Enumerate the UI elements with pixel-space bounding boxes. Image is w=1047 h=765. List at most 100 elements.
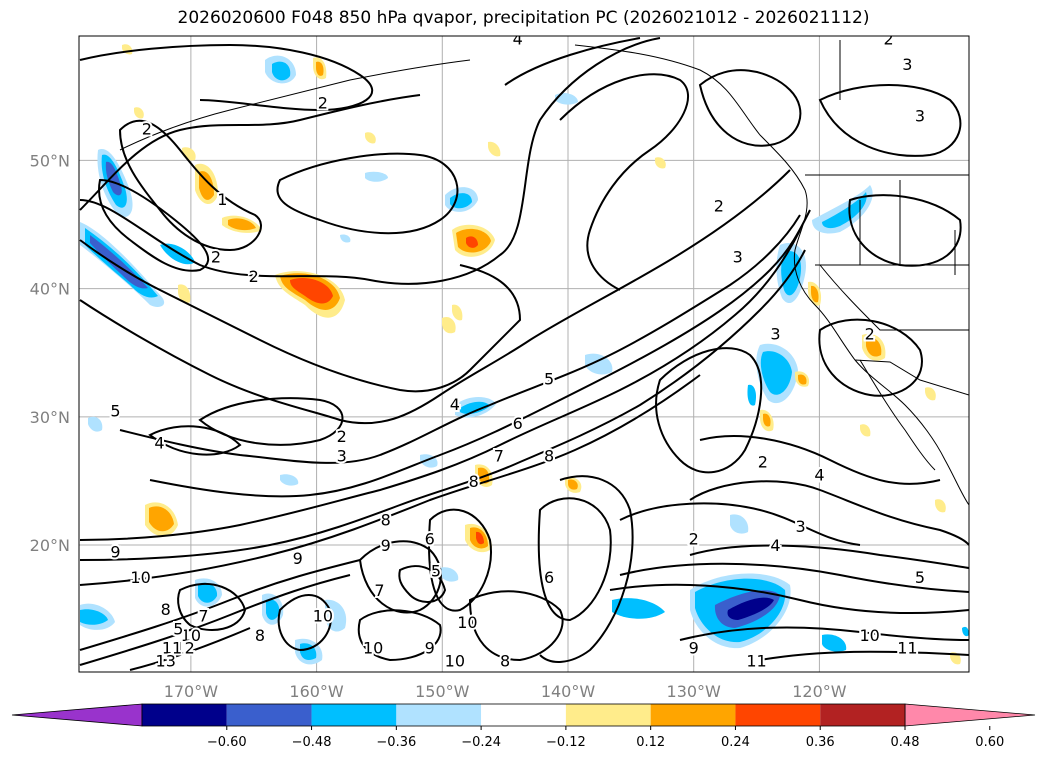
precip-negative-area xyxy=(460,401,490,414)
contour-label: 11 xyxy=(162,639,182,658)
contour-label: 2 xyxy=(883,30,893,49)
contour-line xyxy=(276,152,459,235)
precip-positive-area xyxy=(798,374,807,385)
contour-label: 4 xyxy=(154,433,164,452)
contour-label: 4 xyxy=(814,466,824,485)
contour-line xyxy=(177,582,247,631)
contour-label: 4 xyxy=(770,536,780,555)
precip-positive-area xyxy=(228,218,256,231)
colorbar-segment xyxy=(481,704,566,726)
contour-line xyxy=(504,37,641,86)
contour-label: 2 xyxy=(211,248,221,267)
contour-line xyxy=(759,650,969,661)
contour-label: 3 xyxy=(915,107,925,126)
precip-negative-area xyxy=(272,61,291,81)
contour-label: 10 xyxy=(363,639,383,658)
contour-label: 13 xyxy=(156,651,176,670)
contour-label: 3 xyxy=(770,324,780,343)
contour-label: 5 xyxy=(915,568,925,587)
precip-negative-area xyxy=(450,193,472,209)
contour-label: 3 xyxy=(733,248,743,267)
contour-label: 3 xyxy=(902,55,912,74)
coastline-north-america xyxy=(574,44,969,506)
precip-negative-area xyxy=(88,416,103,432)
contour-label: 2 xyxy=(714,196,724,215)
precip-positive-area xyxy=(568,479,578,490)
colorbar-tick-label: −0.60 xyxy=(207,735,247,750)
map-area xyxy=(79,36,969,672)
precip-negative-area xyxy=(962,626,969,637)
contour-label: 10 xyxy=(313,607,333,626)
precip-negative-area xyxy=(585,353,613,375)
contour-line xyxy=(79,169,791,425)
colorbar-tick-label: −0.24 xyxy=(461,735,501,750)
contour-line xyxy=(118,119,262,252)
contour-line xyxy=(79,37,661,285)
contour-label: 7 xyxy=(198,607,208,626)
precip-positive-area xyxy=(134,107,144,119)
colorbar-segment xyxy=(650,704,736,726)
qvapor-contours xyxy=(79,37,969,671)
contour-line xyxy=(119,214,801,464)
contour-line xyxy=(848,194,962,267)
lon-label: 140°W xyxy=(541,682,596,701)
latitude-labels: 50°N 40°N 30°N 20°N xyxy=(30,151,70,555)
contour-label: 3 xyxy=(795,517,805,536)
contour-label: 2 xyxy=(142,119,152,138)
precip-negative-area xyxy=(440,567,459,582)
lon-label: 130°W xyxy=(667,682,722,701)
contour-label: 9 xyxy=(689,639,699,658)
contour-label: 6 xyxy=(425,530,435,549)
contour-label: 2 xyxy=(337,427,347,446)
colorbar-segment xyxy=(142,704,227,726)
contour-line xyxy=(358,540,442,614)
contour-label: 12 xyxy=(174,639,194,658)
colorbar-outline xyxy=(141,703,906,727)
precip-positive-area xyxy=(488,141,501,157)
map-frame xyxy=(78,35,970,673)
contour-line xyxy=(428,508,492,612)
contour-line xyxy=(619,502,861,546)
precip-positive-area xyxy=(811,285,819,303)
contour-line xyxy=(79,249,806,561)
colorbar-segment xyxy=(820,704,905,726)
precip-negative-area xyxy=(747,384,757,406)
contour-label: 9 xyxy=(425,639,435,658)
contour-line xyxy=(79,43,374,112)
precip-negative-area xyxy=(266,599,280,620)
contour-line xyxy=(559,73,690,291)
precip-negative-area xyxy=(280,474,299,486)
contour-line xyxy=(149,209,811,498)
lon-label: 150°W xyxy=(415,682,470,701)
precip-negative-area xyxy=(365,171,388,182)
contour-line xyxy=(689,480,969,546)
contour-label: 1 xyxy=(217,190,227,209)
precip-positive-area xyxy=(655,157,666,169)
contour-label: 10 xyxy=(860,626,880,645)
contour-label: 10 xyxy=(445,651,465,670)
precip-positive-area xyxy=(290,277,333,304)
contour-line xyxy=(357,609,442,662)
contour-label: 7 xyxy=(374,581,384,600)
colorbar-segment xyxy=(226,704,312,726)
precip-negative-area xyxy=(822,192,867,229)
contour-line xyxy=(698,69,802,147)
precip-negative-area xyxy=(340,234,351,243)
contour-label: 5 xyxy=(431,562,441,581)
contour-line xyxy=(655,347,763,474)
precip-positive-area xyxy=(178,284,191,304)
contour-line xyxy=(79,94,421,211)
colorbar-tick-label: 0.60 xyxy=(975,735,1004,750)
contour-line xyxy=(398,565,447,603)
colorbar-extend-min xyxy=(11,703,143,727)
precip-negative-area xyxy=(198,582,218,603)
precip-positive-area xyxy=(860,424,871,437)
coastlines xyxy=(119,40,969,506)
precip-positive-area xyxy=(925,387,936,401)
contour-line xyxy=(79,559,361,651)
contour-line xyxy=(468,590,564,662)
contour-line xyxy=(679,626,969,641)
colorbar-tick-label: −0.36 xyxy=(376,735,416,750)
coastline-aleutians xyxy=(119,59,471,151)
